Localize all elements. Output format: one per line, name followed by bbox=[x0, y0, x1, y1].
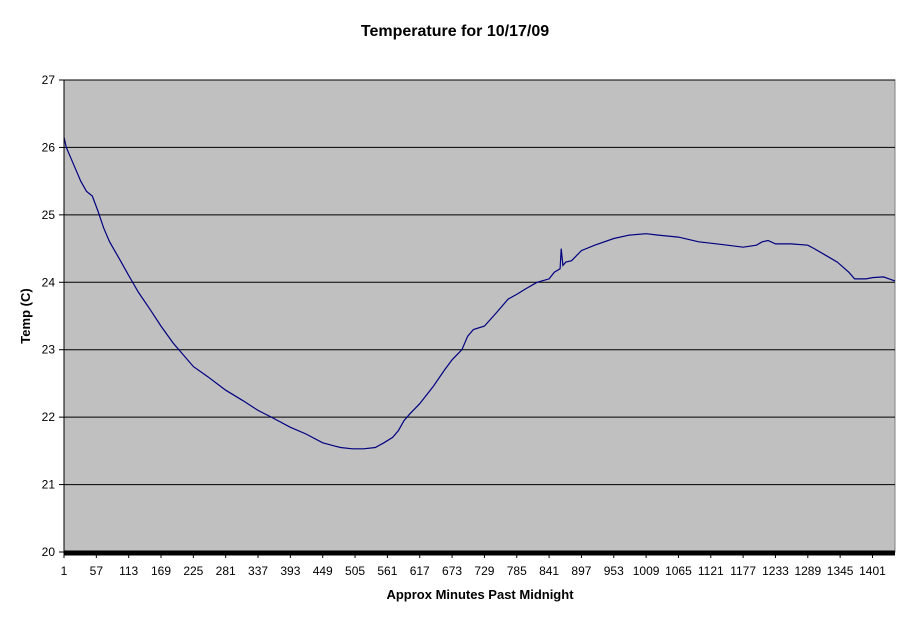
x-tick-label: 169 bbox=[151, 564, 171, 578]
chart-title: Temperature for 10/17/09 bbox=[361, 23, 549, 40]
x-tick-label: 1401 bbox=[859, 564, 886, 578]
y-tick-label: 21 bbox=[42, 478, 56, 492]
x-tick-label: 225 bbox=[183, 564, 203, 578]
series-line bbox=[63, 137, 896, 450]
x-tick-label: 1289 bbox=[794, 564, 821, 578]
plot-area bbox=[63, 79, 896, 553]
y-tick-label: 27 bbox=[42, 73, 56, 87]
x-tick-label: 897 bbox=[571, 564, 591, 578]
x-tick-label: 281 bbox=[216, 564, 236, 578]
x-tick-label: 1233 bbox=[762, 564, 789, 578]
x-tick-label: 393 bbox=[280, 564, 300, 578]
x-tick-label: 953 bbox=[604, 564, 624, 578]
x-tick-label: 505 bbox=[345, 564, 365, 578]
y-tick-label: 26 bbox=[42, 140, 56, 154]
x-tick-label: 729 bbox=[474, 564, 494, 578]
x-tick-label: 561 bbox=[377, 564, 397, 578]
y-axis-ticks: 20 21 22 23 24 25 26 27 bbox=[42, 73, 64, 559]
y-axis-title: Temp (C) bbox=[18, 288, 33, 343]
x-tick-label: 1177 bbox=[730, 564, 756, 578]
x-tick-label: 449 bbox=[313, 564, 333, 578]
x-tick-label: 1345 bbox=[827, 564, 854, 578]
x-tick-label: 1121 bbox=[698, 564, 724, 578]
x-axis-title: Approx Minutes Past Midnight bbox=[386, 587, 574, 602]
x-tick-label: 113 bbox=[119, 564, 138, 578]
x-tick-label: 57 bbox=[90, 564, 104, 578]
x-tick-label: 1009 bbox=[633, 564, 660, 578]
x-tick-label: 1065 bbox=[665, 564, 692, 578]
x-tick-label: 673 bbox=[442, 564, 462, 578]
x-tick-label: 1 bbox=[61, 564, 68, 578]
y-tick-label: 25 bbox=[42, 208, 56, 222]
y-tick-label: 24 bbox=[42, 275, 56, 289]
x-tick-label: 617 bbox=[410, 564, 430, 578]
x-tick-label: 841 bbox=[539, 564, 559, 578]
y-tick-label: 23 bbox=[42, 343, 56, 357]
y-tick-label: 20 bbox=[42, 545, 56, 559]
x-tick-label: 785 bbox=[507, 564, 527, 578]
grid-lines bbox=[64, 79, 895, 486]
y-tick-label: 22 bbox=[42, 410, 56, 424]
x-tick-label: 337 bbox=[248, 564, 268, 578]
x-axis-ticks: 1 57 113 169 225 281 337 393 449 505 561 617 673 729 7… bbox=[61, 552, 886, 578]
